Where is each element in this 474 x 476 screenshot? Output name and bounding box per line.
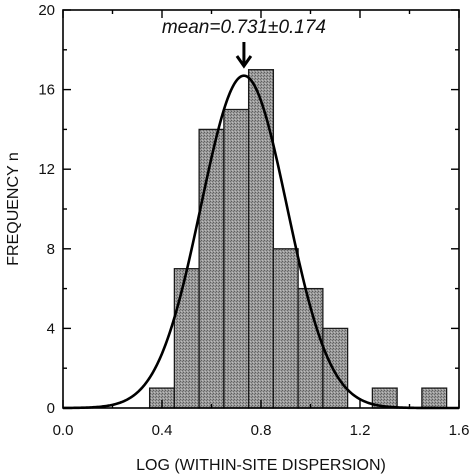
x-tick-label: 1.2 xyxy=(350,422,371,439)
histogram-bars xyxy=(148,69,448,409)
histogram-bar xyxy=(173,268,200,409)
y-tick-label: 0 xyxy=(47,400,55,417)
histogram-bar xyxy=(198,128,225,409)
axis-ticks xyxy=(62,9,460,409)
x-tick-label: 0.4 xyxy=(152,422,173,439)
y-tick-label: 4 xyxy=(47,320,55,337)
histogram-bar xyxy=(247,69,275,409)
normal-fit-curve xyxy=(62,74,459,410)
x-axis-title: LOG (WITHIN-SITE DISPERSION) xyxy=(136,457,386,474)
y-tick-label: 12 xyxy=(38,161,55,178)
y-tick-label: 20 xyxy=(38,2,55,19)
x-tick-label: 0.8 xyxy=(251,422,272,439)
y-axis-title: FREQUENCY n xyxy=(5,152,22,266)
histogram-bar xyxy=(322,327,349,409)
x-tick-label: 1.6 xyxy=(449,422,470,439)
histogram-bar xyxy=(272,248,299,409)
x-tick-labels: 0.0 0.4 0.8 1.2 1.6 xyxy=(53,422,470,439)
mean-arrow-head xyxy=(235,55,253,69)
y-tick-label: 8 xyxy=(47,241,55,258)
x-tick-label: 0.0 xyxy=(53,422,74,439)
y-tick-labels: 0 4 8 12 16 20 xyxy=(38,2,55,417)
histogram-bar xyxy=(421,387,448,409)
y-tick-label: 16 xyxy=(38,82,55,99)
mean-annotation: mean=0.731±0.174 xyxy=(162,17,326,38)
histogram-bar xyxy=(223,108,250,409)
mean-arrow-icon xyxy=(235,42,253,69)
